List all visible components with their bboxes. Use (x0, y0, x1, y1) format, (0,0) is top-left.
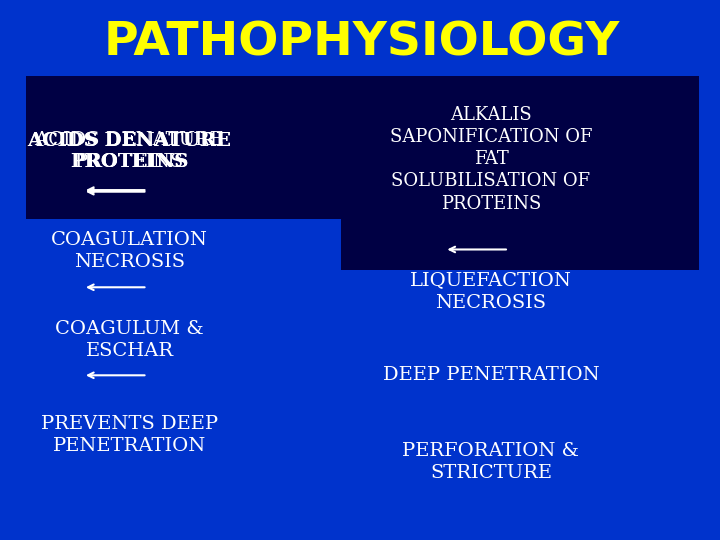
Text: ALKALIS
SAPONIFICATION OF
FAT
SOLUBILISATION OF
PROTEINS: ALKALIS SAPONIFICATION OF FAT SOLUBILISA… (390, 106, 593, 213)
FancyBboxPatch shape (341, 219, 698, 270)
Text: ACIDS DENATURE: ACIDS DENATURE (27, 132, 231, 151)
FancyBboxPatch shape (341, 76, 698, 219)
Text: PERFORATION &
STRICTURE: PERFORATION & STRICTURE (402, 442, 580, 482)
Text: ACIDS DENATURE
PROTEINS: ACIDS DENATURE PROTEINS (35, 131, 225, 171)
Text: PROTEINS: PROTEINS (71, 153, 189, 171)
FancyBboxPatch shape (26, 76, 341, 219)
Text: PATHOPHYSIOLOGY: PATHOPHYSIOLOGY (104, 21, 620, 66)
FancyBboxPatch shape (26, 125, 240, 190)
Text: COAGULUM &
ESCHAR: COAGULUM & ESCHAR (55, 320, 204, 360)
Text: PROTEINS: PROTEINS (71, 153, 189, 171)
Text: COAGULATION
NECROSIS: COAGULATION NECROSIS (51, 231, 208, 271)
Text: LIQUEFACTION
NECROSIS: LIQUEFACTION NECROSIS (410, 272, 572, 312)
Text: DEEP PENETRATION: DEEP PENETRATION (382, 366, 599, 384)
Text: PREVENTS DEEP
PENETRATION: PREVENTS DEEP PENETRATION (41, 415, 218, 455)
Text: ACIDS DENATURE: ACIDS DENATURE (27, 132, 231, 151)
